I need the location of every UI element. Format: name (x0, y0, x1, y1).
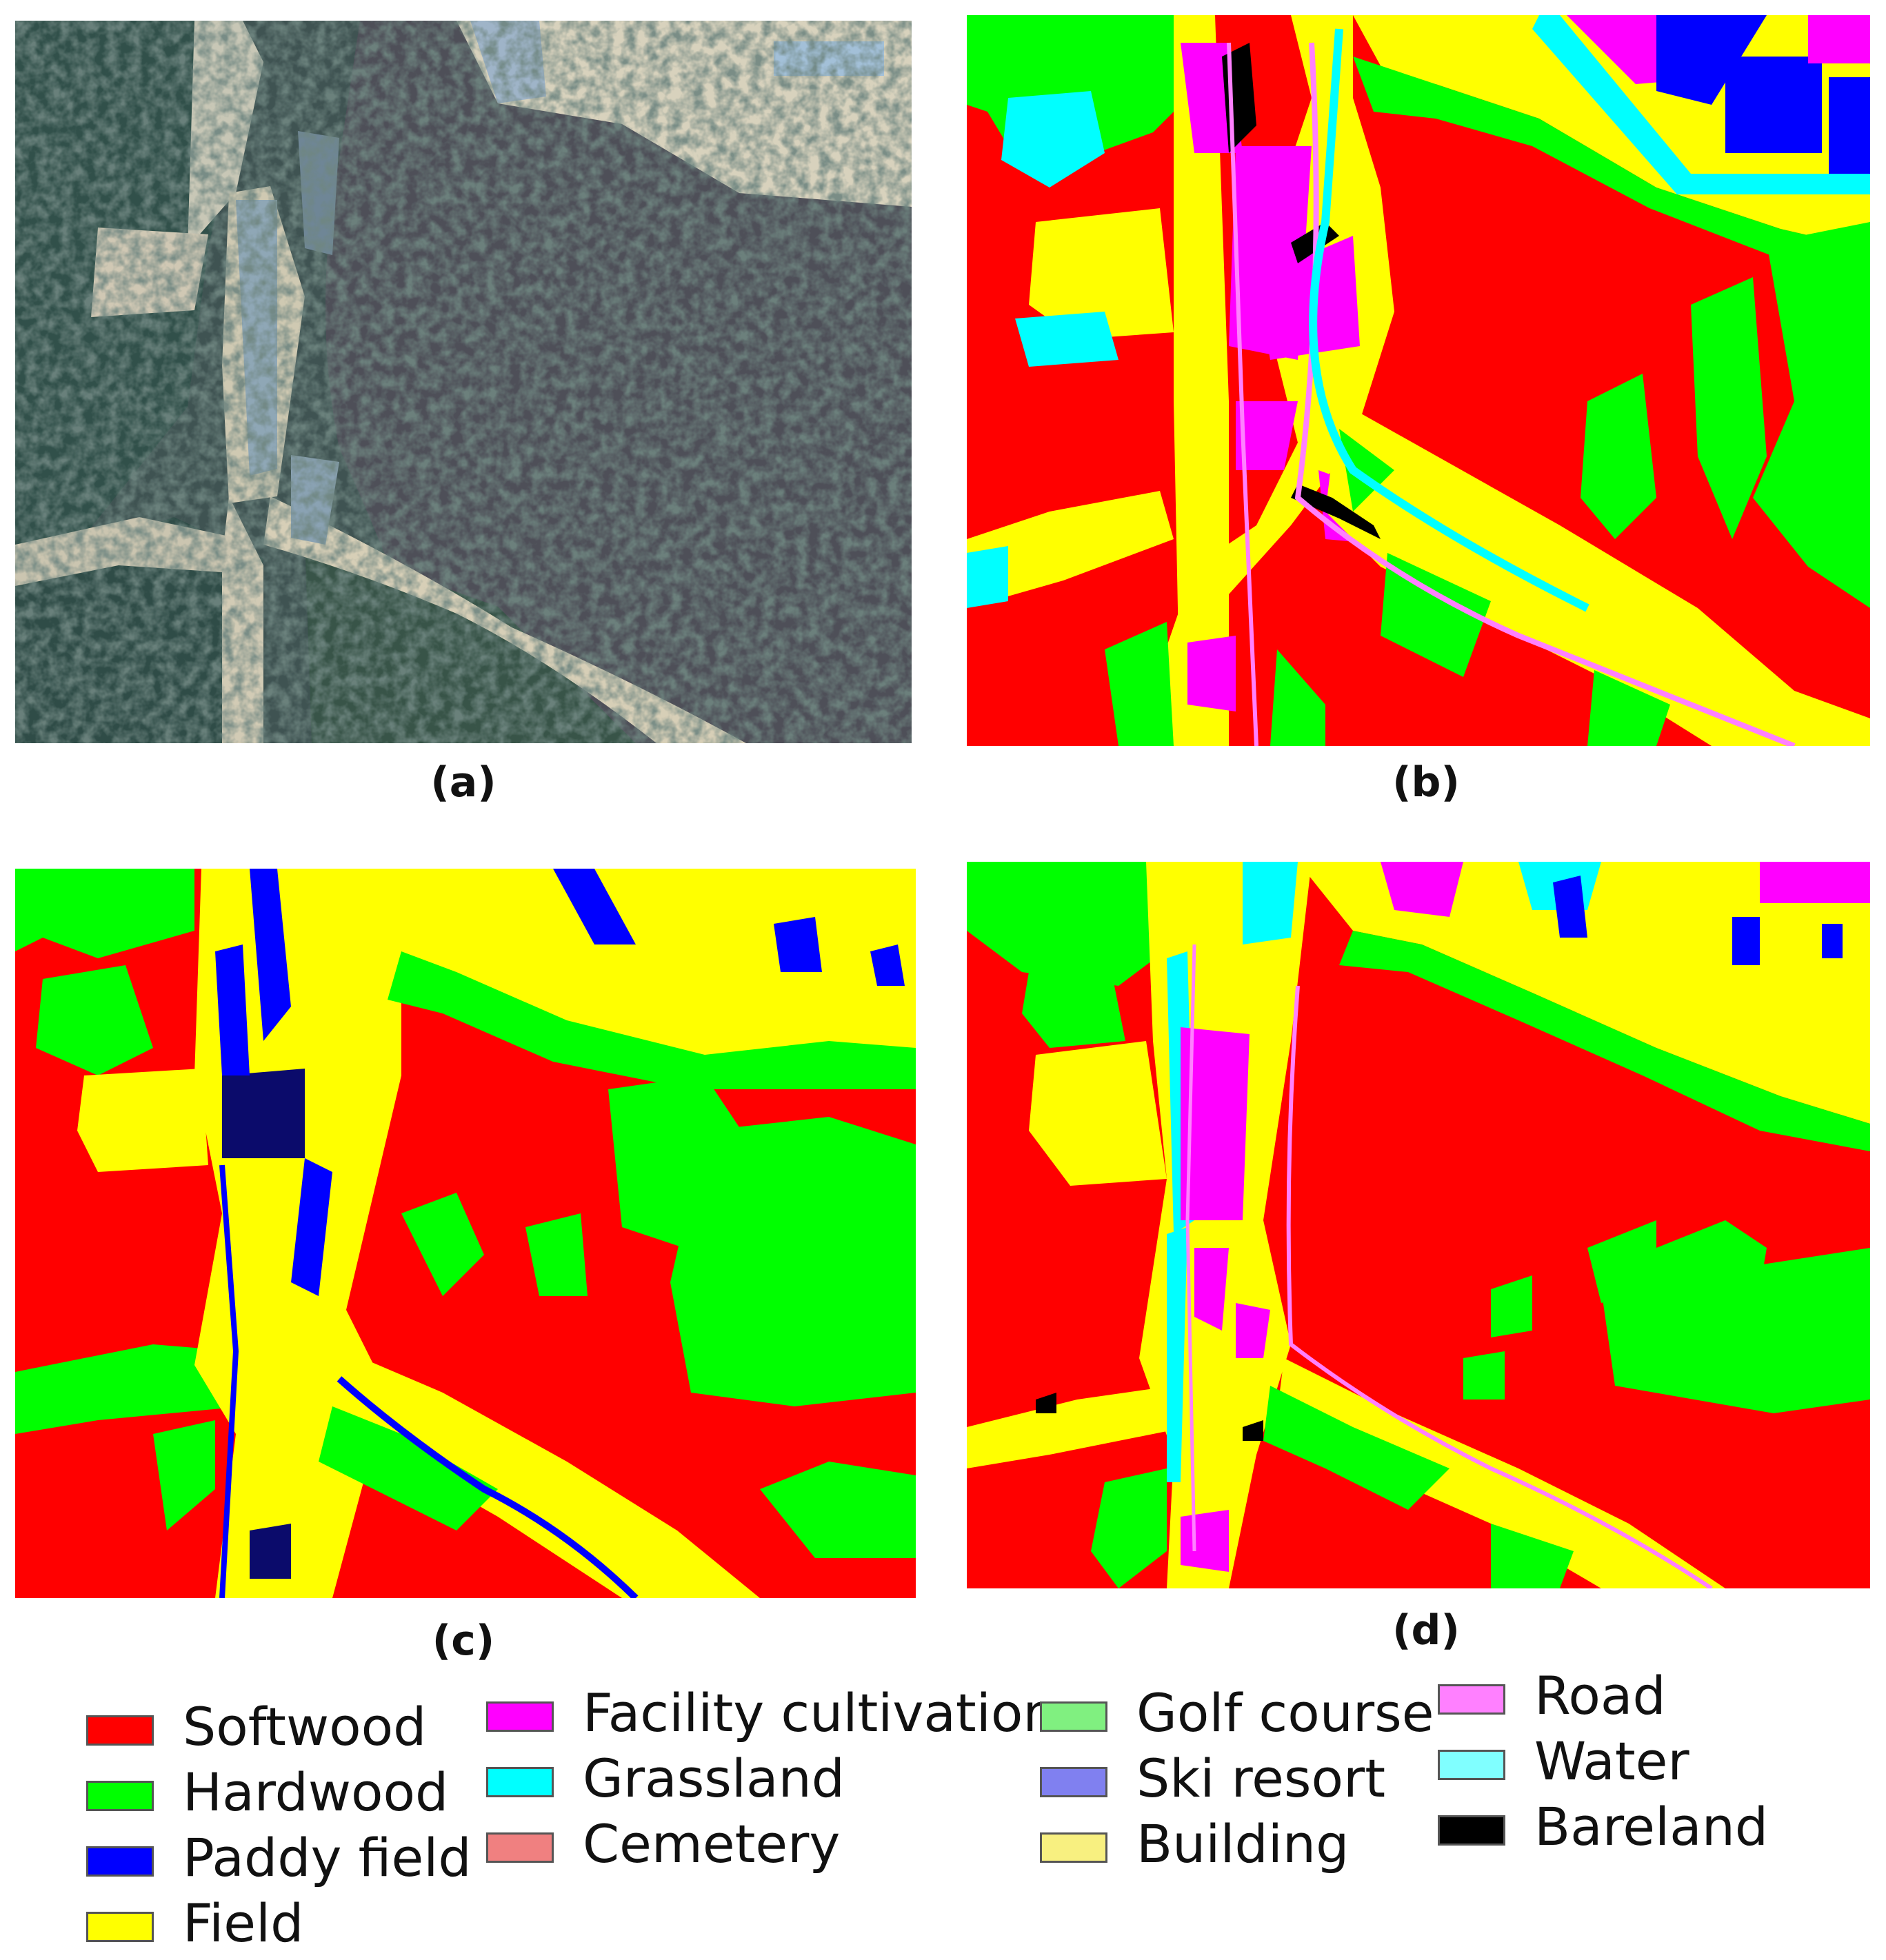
classification-map-d-panel (967, 862, 1870, 1588)
classification-map-c-panel (15, 869, 916, 1598)
satellite-image (15, 21, 912, 743)
reference-land-cover-map (967, 15, 1870, 746)
legend-swatch-road (1438, 1684, 1505, 1715)
legend-label-paddy-field: Paddy field (183, 1827, 472, 1888)
panel-caption-d: (d) (1392, 1606, 1460, 1655)
legend-swatch-building (1040, 1832, 1107, 1863)
legend-label-golf-course: Golf course (1136, 1682, 1434, 1744)
legend-label-building: Building (1136, 1813, 1350, 1875)
land-cover-legend: Softwood Hardwood Paddy field Field Faci… (0, 1665, 1886, 1958)
legend-label-cemetery: Cemetery (583, 1813, 841, 1875)
legend-swatch-water (1438, 1750, 1505, 1780)
legend-swatch-bareland (1438, 1815, 1505, 1846)
legend-swatch-field (86, 1912, 154, 1942)
panel-caption-a: (a) (430, 758, 496, 807)
legend-label-grassland: Grassland (583, 1748, 845, 1809)
legend-label-facility-cultivation: Facility cultivation (583, 1682, 1056, 1744)
classification-map-d (967, 862, 1870, 1588)
legend-swatch-hardwood (86, 1781, 154, 1811)
legend-label-hardwood: Hardwood (183, 1761, 449, 1823)
legend-swatch-golf-course (1040, 1701, 1107, 1732)
legend-label-bareland: Bareland (1534, 1796, 1769, 1857)
legend-label-softwood: Softwood (183, 1696, 427, 1757)
legend-swatch-softwood (86, 1715, 154, 1746)
panel-caption-c: (c) (432, 1617, 495, 1665)
legend-label-road: Road (1534, 1665, 1666, 1726)
legend-label-water: Water (1534, 1730, 1689, 1792)
legend-swatch-facility-cultivation (486, 1701, 554, 1732)
legend-label-ski-resort: Ski resort (1136, 1748, 1385, 1809)
legend-swatch-cemetery (486, 1832, 554, 1863)
reference-map-panel (967, 15, 1870, 746)
panel-caption-b: (b) (1392, 758, 1460, 807)
legend-swatch-ski-resort (1040, 1767, 1107, 1797)
legend-label-field: Field (183, 1892, 304, 1954)
satellite-image-panel (15, 21, 912, 743)
classification-map-c (15, 869, 916, 1598)
legend-swatch-grassland (486, 1767, 554, 1797)
legend-swatch-paddy-field (86, 1846, 154, 1877)
